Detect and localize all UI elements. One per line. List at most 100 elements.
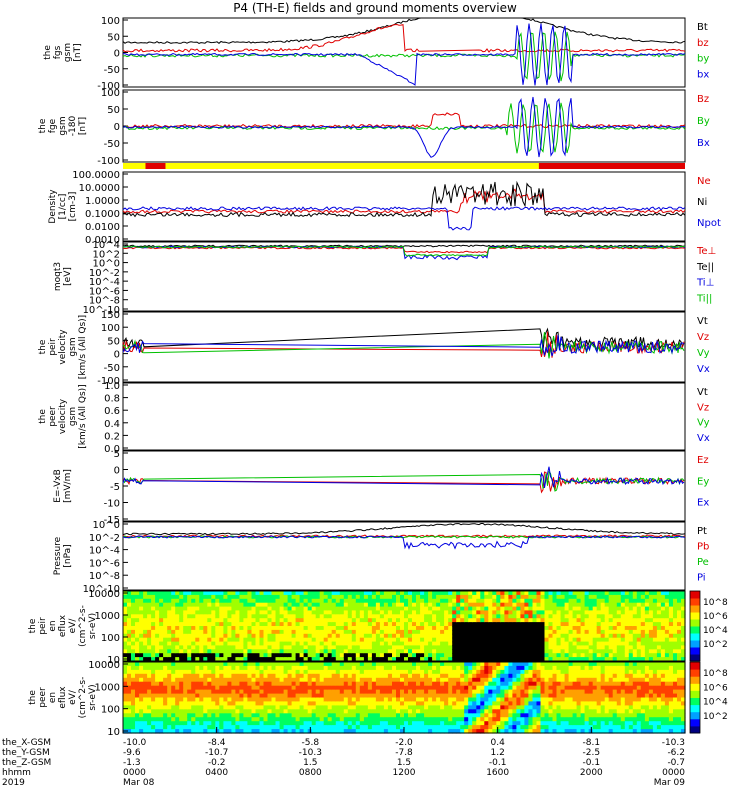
y-tick-label: 150 [101,310,120,321]
heatmap-cell [287,653,293,658]
heatmap-cell [143,610,148,615]
heatmap-cell [456,602,461,608]
heatmap-cell [504,649,509,654]
heatmap-cell [408,713,413,718]
heatmap-cell [608,602,614,608]
heatmap-cell [472,697,477,702]
heatmap-cell [319,626,325,631]
legend-entry: Vz [697,332,709,343]
heatmap-cell [319,725,325,730]
heatmap-cell [556,681,562,687]
heatmap-cell [568,673,574,679]
heatmap-cell [155,633,160,639]
heatmap-cell [315,653,321,658]
heatmap-cell [187,713,192,718]
heatmap-cell [367,677,373,683]
heatmap-cell [319,645,325,650]
heatmap-cell [159,693,164,699]
heatmap-cell [496,614,501,619]
heatmap-cell [677,629,682,635]
heatmap-cell [303,618,309,623]
heatmap-cell [412,721,417,726]
heatmap-cell [520,594,525,600]
heatmap-cell [203,622,208,627]
heatmap-cell [291,594,297,600]
heatmap-cell [604,693,610,699]
heatmap-cell [572,709,578,714]
heatmap-cell [500,591,505,596]
heatmap-cell [295,709,301,714]
heatmap-cell [468,591,473,596]
heatmap-cell [195,626,200,631]
heatmap-cell [235,685,240,691]
heatmap-cell [295,626,301,631]
heatmap-cell [307,665,313,671]
heatmap-cell [448,637,453,643]
heatmap-cell [681,610,686,615]
heatmap-cell [227,689,232,695]
heatmap-cell [207,645,212,650]
heatmap-cell [215,641,220,647]
heatmap-cell [231,629,236,635]
heatmap-cell [291,662,297,667]
heatmap-cell [335,721,341,726]
heatmap-cell [436,606,441,612]
heatmap-cell [681,606,686,612]
heatmap-cell [412,689,417,695]
heatmap-cell [516,594,521,600]
heatmap-cell [171,649,176,654]
heatmap-cell [681,622,686,627]
heatmap-cell [456,633,461,639]
heatmap-cell [508,626,513,631]
heatmap-cell [396,598,401,604]
heatmap-cell [444,653,449,658]
heatmap-cell [448,618,453,623]
heatmap-cell [315,685,321,691]
heatmap-cell [291,677,297,683]
heatmap-cell [343,729,349,734]
heatmap-cell [143,591,148,596]
heatmap-cell [315,594,321,600]
heatmap-cell [644,598,650,604]
heatmap-cell [648,598,654,604]
heatmap-cell [416,701,421,706]
heatmap-cell [311,665,317,671]
heatmap-cell [544,622,550,627]
heatmap-cell [379,709,385,714]
heatmap-cell [564,653,570,658]
heatmap-cell [315,677,321,683]
heatmap-cell [123,717,128,722]
heatmap-cell [147,598,152,604]
heatmap-cell [592,653,598,658]
heatmap-cell [560,725,566,730]
heatmap-cell [548,729,554,734]
heatmap-cell [444,701,449,706]
heatmap-cell [520,709,525,714]
heatmap-cell [440,629,445,635]
heatmap-cell [673,657,678,662]
heatmap-cell [488,606,493,612]
heatmap-cell [267,598,273,604]
heatmap-cell [568,645,574,650]
heatmap-cell [371,594,377,600]
heatmap-cell [283,729,289,734]
heatmap-cell [303,697,309,702]
heatmap-cell [512,693,517,699]
heatmap-cell [592,681,598,687]
heatmap-cell [624,653,630,658]
heatmap-cell [648,591,654,596]
heatmap-cell [211,618,216,623]
heatmap-cell [355,633,361,639]
heatmap-cell [171,681,176,687]
heatmap-cell [420,709,425,714]
heatmap-cell [392,649,397,654]
heatmap-cell [387,673,393,679]
heatmap-cell [673,606,678,612]
heatmap-cell [155,705,160,710]
heatmap-cell [135,618,140,623]
heatmap-cell [211,637,216,643]
heatmap-cell [468,657,473,662]
heatmap-cell [560,633,566,639]
heatmap-cell [287,713,293,718]
heatmap-cell [211,598,216,604]
